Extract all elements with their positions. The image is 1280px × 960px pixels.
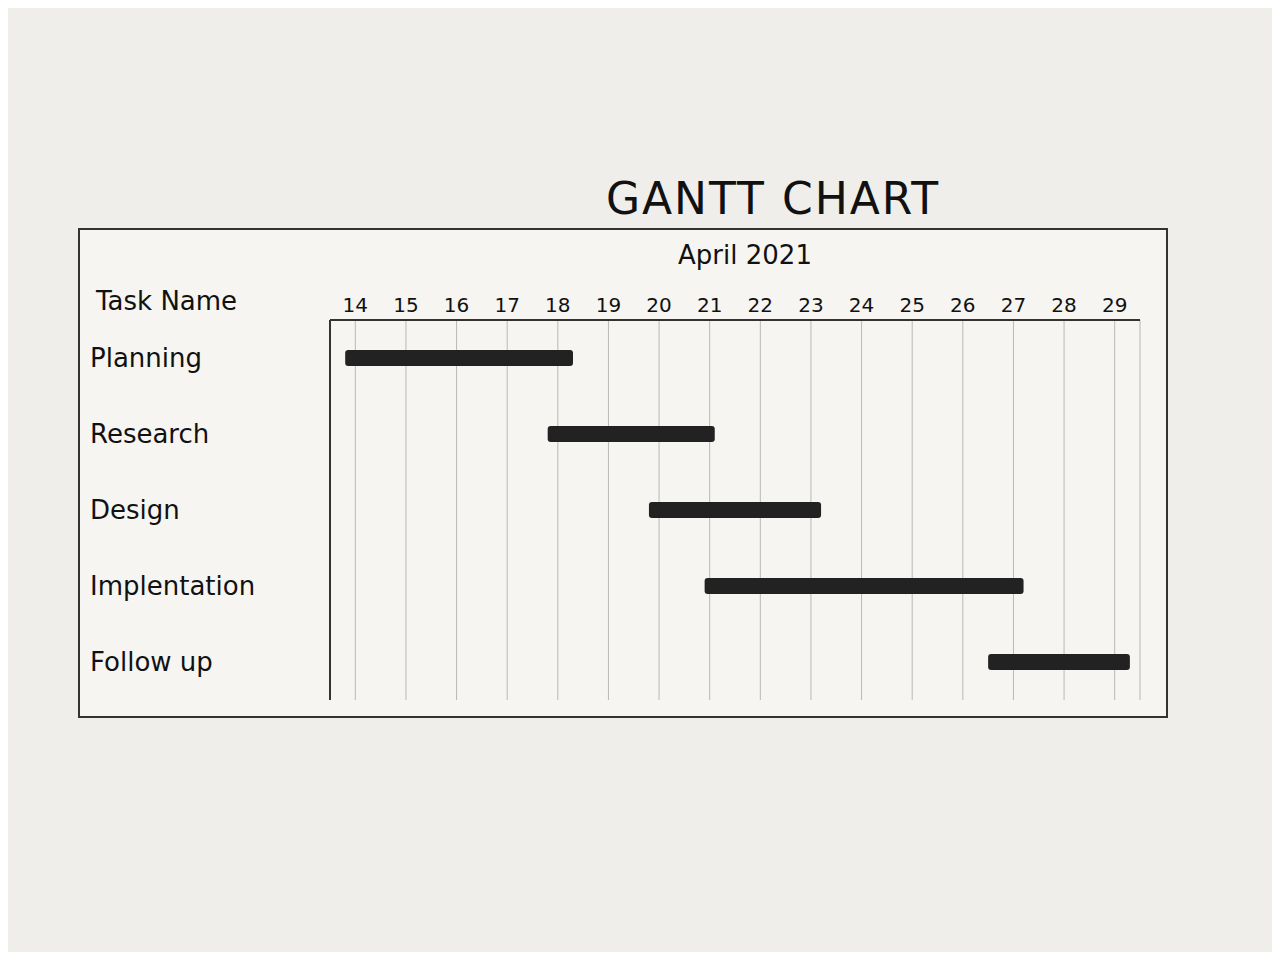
svg-text:Planning: Planning: [90, 343, 202, 373]
html-text:April 2021: April 2021: [678, 240, 812, 270]
svg-text:Design: Design: [90, 495, 180, 525]
svg-text:Follow up: Follow up: [90, 647, 213, 677]
html-text:Task Name: Task Name: [96, 286, 238, 316]
svg-text:19: 19: [596, 293, 621, 317]
svg-text:29: 29: [1102, 293, 1127, 317]
svg-text:26: 26: [950, 293, 975, 317]
svg-text:27: 27: [1001, 293, 1026, 317]
svg-text:24: 24: [849, 293, 874, 317]
html-text:GANTT CHART: GANTT CHART: [605, 173, 941, 224]
svg-text:23: 23: [798, 293, 823, 317]
svg-text:21: 21: [697, 293, 722, 317]
svg-text:22: 22: [748, 293, 773, 317]
svg-text:25: 25: [899, 293, 924, 317]
svg-text:Research: Research: [90, 419, 209, 449]
svg-text:17: 17: [494, 293, 519, 317]
svg-text:20: 20: [646, 293, 671, 317]
svg-text:15: 15: [393, 293, 418, 317]
svg-text:16: 16: [444, 293, 469, 317]
svg-text:14: 14: [343, 293, 368, 317]
svg-text:28: 28: [1051, 293, 1076, 317]
svg-text:18: 18: [545, 293, 570, 317]
svg-text:Implentation: Implentation: [90, 571, 255, 601]
